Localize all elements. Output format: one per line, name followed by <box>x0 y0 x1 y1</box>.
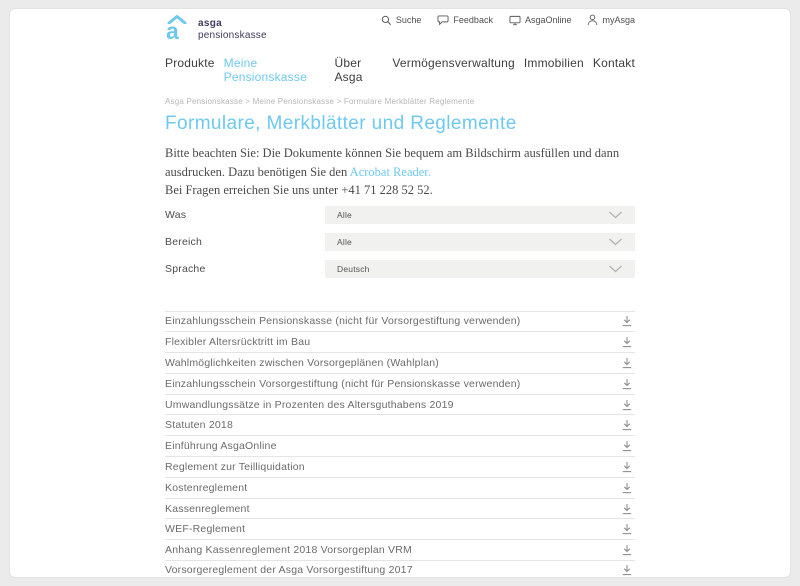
download-icon[interactable] <box>621 336 635 348</box>
logo-name: asga <box>198 18 222 29</box>
main-nav-item[interactable]: Kontakt <box>592 56 635 70</box>
document-row[interactable]: Kassenreglement <box>165 497 635 519</box>
download-icon[interactable] <box>621 523 635 535</box>
document-row[interactable]: Kostenreglement <box>165 476 635 498</box>
document-row[interactable]: Wahlmöglichkeiten zwischen Vorsorgepläne… <box>165 352 635 373</box>
utility-label: AsgaOnline <box>524 15 572 25</box>
filter-label: Sprache <box>165 262 206 275</box>
logo-letter: a <box>166 18 179 44</box>
utility-label: Suche <box>395 15 422 25</box>
filter-dropdown[interactable]: Deutsch <box>325 259 635 278</box>
filter-row: Bereich Alle <box>165 232 635 251</box>
filter-dropdown[interactable]: Alle <box>325 232 635 251</box>
logo-subtitle: pensionskasse <box>198 30 267 41</box>
download-icon[interactable] <box>621 399 635 411</box>
download-icon[interactable] <box>621 544 635 556</box>
utility-nav-myasga[interactable]: myAsga <box>587 14 635 26</box>
intro-line2: Bei Fragen erreichen Sie uns unter +41 7… <box>165 183 433 197</box>
asga-logo-mark-icon: a <box>165 15 189 45</box>
filter-label: Bereich <box>165 235 203 248</box>
document-title: Einzahlungsschein Pensionskasse (nicht f… <box>165 315 521 328</box>
filter-selected-value: Alle <box>337 209 352 220</box>
document-title: Wahlmöglichkeiten zwischen Vorsorgepläne… <box>165 356 440 369</box>
chevron-down-icon <box>609 238 622 245</box>
intro-line1: Bitte beachten Sie: Die Dokumente können… <box>165 146 620 179</box>
logo-text: asga pensionskasse <box>198 18 267 41</box>
document-title: Flexibler Altersrücktritt im Bau <box>165 336 311 349</box>
document-row[interactable]: Vorsorgereglement der Asga Vorsorgestift… <box>165 560 635 577</box>
monitor-icon <box>509 15 521 25</box>
filter-dropdown[interactable]: Alle <box>325 205 635 224</box>
document-title: Kostenreglement <box>165 481 248 494</box>
main-nav-item[interactable]: Vermögensverwaltung <box>392 56 515 70</box>
document-row[interactable]: Umwandlungssätze in Prozenten des Alters… <box>165 393 635 415</box>
main-nav-item[interactable]: Meine Pensionskasse <box>223 56 307 84</box>
main-nav: Produkte Meine Pensionskasse Über Asga Verm… <box>165 56 635 84</box>
search-icon <box>381 15 391 25</box>
document-title: Einzahlungsschein Vorsorgestiftung (nich… <box>165 377 521 390</box>
document-row[interactable]: Einzahlungsschein Pensionskasse (nicht f… <box>165 310 635 332</box>
download-icon[interactable] <box>621 357 635 369</box>
utility-nav-asgaonline[interactable]: AsgaOnline <box>509 14 572 26</box>
download-icon[interactable] <box>621 482 635 494</box>
main-nav-item[interactable]: Immobilien <box>523 56 584 70</box>
document-row[interactable]: Anhang Kassenreglement 2018 Vorsorgeplan… <box>165 539 635 560</box>
filter-row: Was Alle <box>165 205 635 224</box>
document-row[interactable]: WEF-Reglement <box>165 518 635 539</box>
download-icon[interactable] <box>621 503 635 515</box>
document-title: Reglement zur Teilliquidation <box>165 460 305 473</box>
document-title: Umwandlungssätze in Prozenten des Alters… <box>165 398 454 411</box>
document-row[interactable]: Statuten 2018 <box>165 414 635 435</box>
document-list: Einzahlungsschein Pensionskasse (nicht f… <box>165 310 635 577</box>
download-icon[interactable] <box>621 378 635 390</box>
download-icon[interactable] <box>621 461 635 473</box>
document-title: Statuten 2018 <box>165 419 233 432</box>
chevron-down-icon <box>609 265 622 272</box>
document-title: Vorsorgereglement der Asga Vorsorgestift… <box>165 564 413 577</box>
document-title: Anhang Kassenreglement 2018 Vorsorgeplan… <box>165 544 412 557</box>
asga-logo[interactable]: a asga pensionskasse <box>165 15 267 45</box>
breadcrumb[interactable]: Asga Pensionskasse > Meine Pensionskasse… <box>165 97 475 106</box>
intro-text: Bitte beachten Sie: Die Dokumente können… <box>165 144 635 200</box>
filter-selected-value: Alle <box>337 236 352 247</box>
document-title: Kassenreglement <box>165 502 250 515</box>
filter-selected-value: Deutsch <box>337 263 370 274</box>
user-icon <box>588 14 598 26</box>
main-nav-item[interactable]: Produkte <box>165 56 215 70</box>
page-card: a asga pensionskasse Suche <box>9 8 791 578</box>
document-row[interactable]: Reglement zur Teilliquidation <box>165 456 635 477</box>
document-row[interactable]: Einführung AsgaOnline <box>165 435 635 456</box>
download-icon[interactable] <box>621 440 635 452</box>
utility-label: myAsga <box>602 15 635 25</box>
chevron-down-icon <box>609 211 622 218</box>
document-row[interactable]: Einzahlungsschein Vorsorgestiftung (nich… <box>165 372 635 394</box>
page-title: Formulare, Merkblätter und Reglemente <box>165 113 517 134</box>
acrobat-reader-link[interactable]: Acrobat Reader. <box>349 164 431 179</box>
filter-section: Was Alle Bereich Alle <box>165 205 635 278</box>
filter-label: Was <box>165 208 187 221</box>
feedback-icon <box>437 14 449 25</box>
utility-nav-suche[interactable]: Suche <box>381 14 422 26</box>
download-icon[interactable] <box>621 564 635 576</box>
document-title: Einführung AsgaOnline <box>165 440 277 453</box>
download-icon[interactable] <box>621 315 635 327</box>
utility-label: Feedback <box>453 15 493 25</box>
utility-nav-feedback[interactable]: Feedback <box>437 14 493 26</box>
filter-row: Sprache Deutsch <box>165 259 635 278</box>
utility-nav: Suche Feedback AsgaOnline <box>381 14 635 26</box>
download-icon[interactable] <box>621 419 635 431</box>
document-row[interactable]: Flexibler Altersrücktritt im Bau <box>165 331 635 352</box>
main-nav-item[interactable]: Über Asga <box>334 56 363 84</box>
document-title: WEF-Reglement <box>165 523 246 536</box>
site-header: a asga pensionskasse Suche <box>165 9 635 97</box>
